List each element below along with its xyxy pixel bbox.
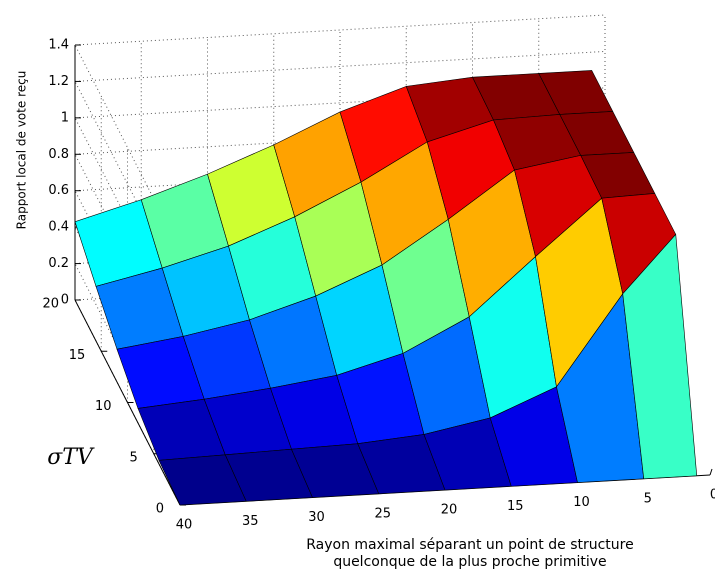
grid-line: [74, 87, 606, 119]
z-tick-label: 0: [61, 293, 69, 308]
x-axis-label: quelconque de la plus proche primitive: [333, 554, 606, 570]
z-tick-label: 0.6: [48, 183, 69, 198]
z-axis-label: Rapport local de vote reçu: [15, 71, 29, 230]
z-tick-label: 0.2: [48, 256, 69, 271]
x-tick-label: 15: [507, 499, 524, 514]
x-tick-label: 5: [644, 491, 652, 506]
grid-line: [74, 14, 606, 46]
y-tick-label: 20: [42, 297, 59, 312]
x-tick-label: 30: [308, 510, 325, 525]
y-tick-label: 0: [156, 502, 164, 517]
x-axis-label: Rayon maximal séparant un point de struc…: [306, 537, 633, 553]
x-tick-label: 10: [573, 495, 590, 510]
x-tick-label: 25: [374, 506, 391, 521]
x-tick: [709, 468, 713, 476]
z-tick-label: 1: [61, 110, 69, 125]
y-tick-label: 5: [129, 450, 137, 465]
y-axis-label: σTV: [47, 445, 95, 470]
x-tick-label: 20: [441, 503, 458, 518]
z-tick-label: 0.8: [48, 147, 69, 162]
grid-line: [74, 123, 606, 155]
z-tick-label: 1.4: [48, 38, 69, 53]
x-tick-label: 0: [710, 488, 715, 503]
x-tick-label: 40: [176, 518, 193, 533]
z-tick-label: 1.2: [48, 74, 69, 89]
x-tick-label: 35: [242, 514, 259, 529]
y-tick-label: 15: [69, 348, 86, 363]
grid-line: [74, 160, 606, 192]
y-tick-label: 10: [95, 399, 112, 414]
z-tick-label: 0.4: [48, 220, 69, 235]
surface-patch: [622, 233, 698, 480]
grid-line: [74, 50, 606, 82]
